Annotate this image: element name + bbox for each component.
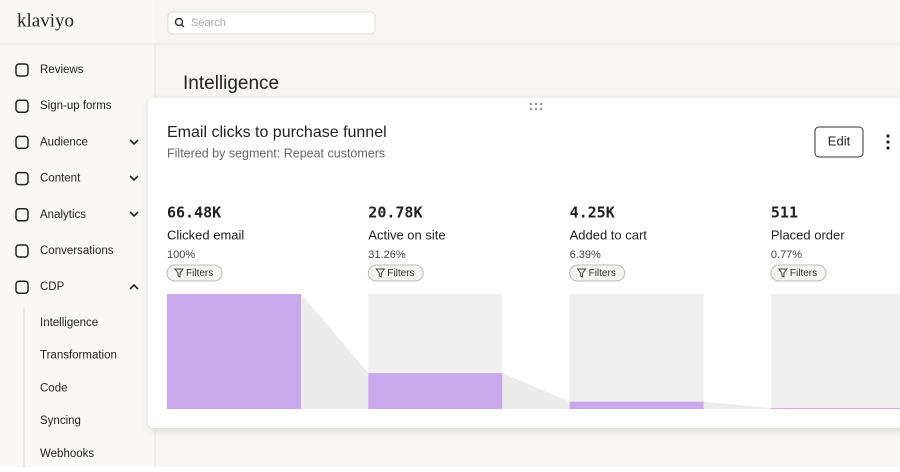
funnel-bar: [569, 401, 704, 409]
funnel-bar: [368, 373, 503, 409]
nav-icon: [15, 99, 29, 113]
chevron[interactable]: [129, 175, 139, 182]
nav-icon: [15, 208, 29, 222]
filter-icon: [174, 268, 184, 278]
chevrons: [129, 139, 139, 290]
edit-label: Edit: [828, 133, 851, 148]
step-count: 66.48K: [167, 204, 221, 222]
nav-subitem[interactable]: Syncing: [40, 415, 81, 427]
step-percent: 100%: [167, 249, 195, 261]
filter-label: Filters: [589, 268, 616, 279]
nav-icon: [15, 63, 29, 77]
step-percent: 6.39%: [570, 249, 601, 261]
nav-item[interactable]: CDP: [40, 281, 65, 293]
nav-icon: [15, 135, 29, 150]
nav-subitem[interactable]: Transformation: [40, 350, 117, 362]
nav-subitem[interactable]: Intelligence: [40, 317, 98, 329]
filter-label: Filters: [186, 268, 213, 279]
step-percent: 0.77%: [771, 249, 802, 261]
step-count: 511: [771, 204, 798, 222]
card-title: Email clicks to purchase funnel: [167, 124, 387, 141]
funnel-connector: [502, 373, 570, 409]
nav-item[interactable]: Reviews: [40, 64, 84, 76]
search-placeholder: Search: [191, 17, 226, 29]
filter-icon: [576, 268, 587, 278]
nav-icon: [15, 244, 29, 258]
drag-handle[interactable]: [529, 102, 543, 111]
step-name: Added to cart: [570, 227, 648, 242]
chevron[interactable]: [129, 139, 139, 146]
step-count: 20.78K: [368, 204, 422, 222]
step-percent: 31.26%: [368, 249, 406, 261]
nav-item[interactable]: Content: [40, 173, 81, 185]
card-subtitle: Filtered by segment: Repeat customers: [167, 146, 385, 160]
filter-label: Filters: [790, 268, 817, 279]
chevron[interactable]: [129, 283, 139, 290]
page-title: Intelligence: [183, 73, 279, 94]
bar-track: [569, 294, 704, 409]
funnel-connector: [301, 294, 369, 409]
chevron[interactable]: [129, 211, 139, 218]
funnel-bar: [770, 408, 900, 409]
nav-icon: [15, 280, 29, 294]
step-count: 4.25K: [570, 204, 615, 222]
bar-track: [770, 294, 900, 409]
search-box[interactable]: [167, 11, 376, 35]
nav-item[interactable]: Conversations: [40, 245, 114, 257]
nav-item[interactable]: Analytics: [40, 209, 86, 221]
nav-icon: [15, 171, 29, 186]
funnel-bar: [167, 294, 301, 409]
search-icon: [180, 23, 185, 28]
step-name: Active on site: [368, 227, 445, 242]
search-icon: [174, 17, 184, 27]
nav-item[interactable]: Sign-up forms: [40, 100, 112, 112]
funnel-connector: [703, 401, 771, 409]
nav-subitem[interactable]: Code: [40, 382, 68, 394]
more-menu[interactable]: [886, 134, 890, 150]
sidebar: [0, 0, 155, 467]
nav-item[interactable]: Audience: [40, 136, 88, 148]
nav-subitem[interactable]: Webhooks: [40, 448, 94, 460]
filter-icon: [777, 268, 788, 278]
filter-label: Filters: [387, 268, 414, 279]
edit-button[interactable]: [814, 126, 864, 158]
filter-icon: [375, 268, 386, 278]
logo: klaviyo: [17, 10, 74, 31]
step-name: Clicked email: [167, 227, 244, 242]
step-name: Placed order: [771, 227, 845, 242]
